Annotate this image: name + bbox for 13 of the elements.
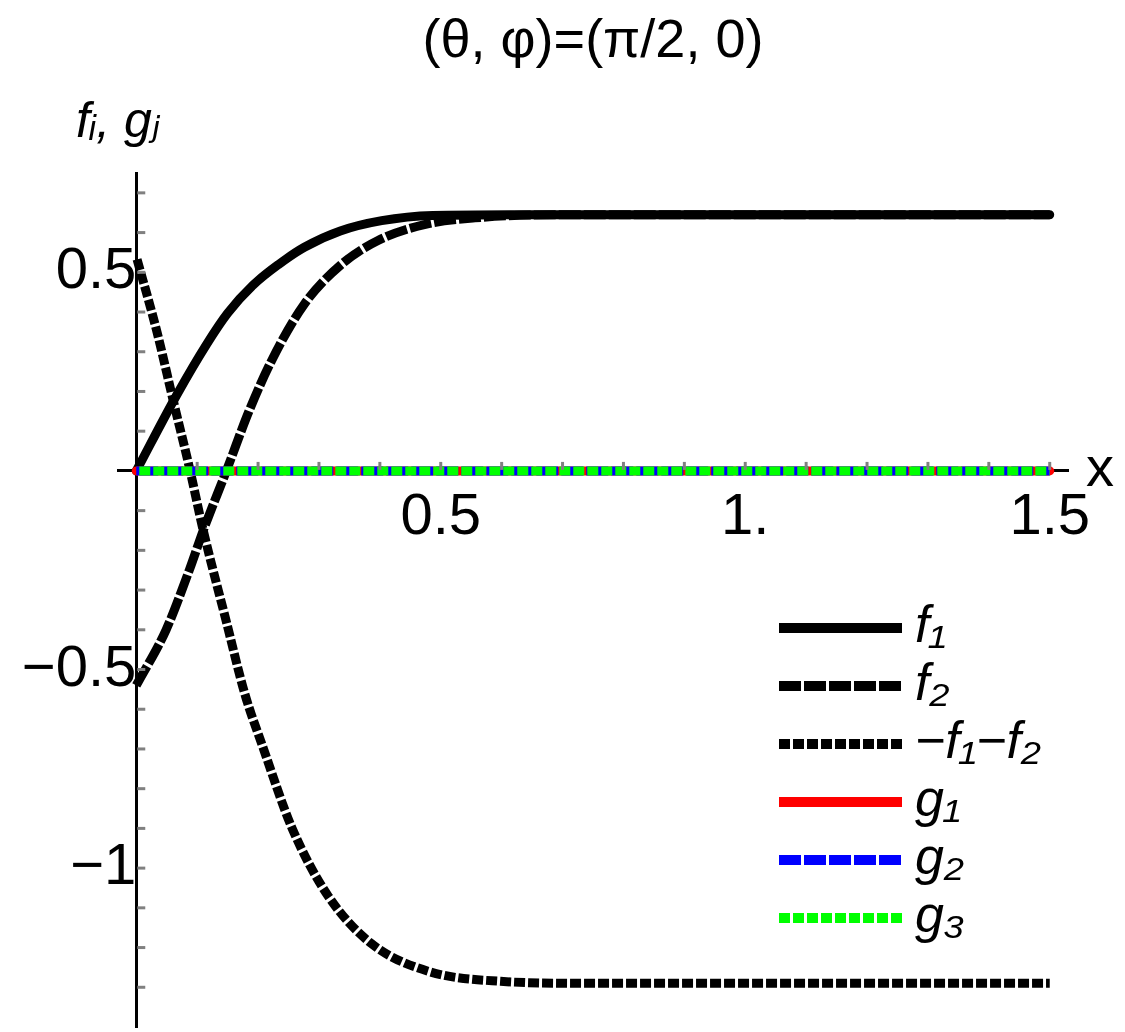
legend-label: f₁ <box>915 595 946 654</box>
x-tick-label: 0.5 <box>400 480 482 546</box>
chart-title: (θ, φ)=(π/2, 0) <box>422 7 764 68</box>
y-tick-label: −0.5 <box>21 632 137 698</box>
legend-label: g₂ <box>915 827 964 886</box>
legend-label: f₂ <box>915 653 950 712</box>
y-tick-label: 0.5 <box>55 235 137 301</box>
legend-label: g₁ <box>915 769 961 828</box>
y-axis-title: fᵢ, gⱼ <box>76 92 161 148</box>
legend-label: −f₁−f₂ <box>915 711 1042 770</box>
y-tick-label: −1 <box>70 831 137 897</box>
legend-label: g₃ <box>915 885 965 944</box>
x-tick-label: 1. <box>721 480 770 546</box>
